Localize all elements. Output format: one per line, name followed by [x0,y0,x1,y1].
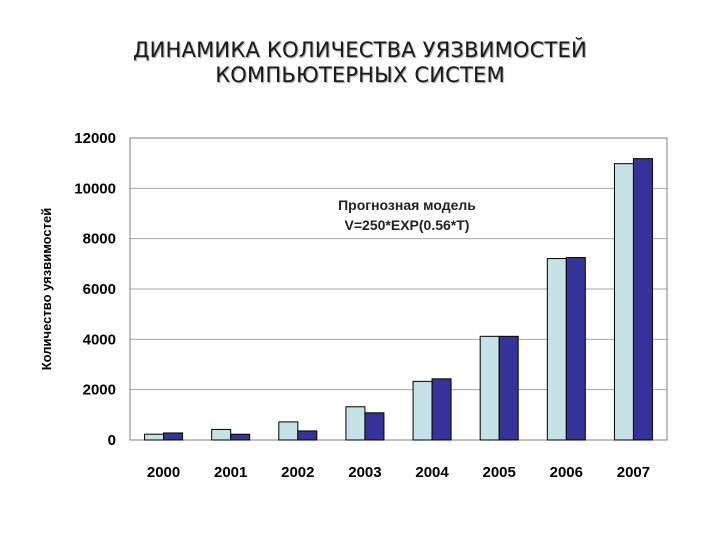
bar-series-1-2004 [412,380,433,441]
x-tick-label: 2003 [348,464,381,481]
bars [144,158,653,441]
x-tick-label: 2000 [147,464,180,481]
bar-series-2-2002 [297,430,318,441]
chart-title-line-2: КОМПЬЮТЕРНЫХ СИСТЕМ [215,63,505,87]
y-axis-ticks: 0 2000 4000 6000 8000 10000 12000 [74,130,116,449]
annotation-line-1: Прогнозная модель [338,197,476,213]
bar-series-2-2007 [632,158,653,441]
y-axis-label: Количество уязвимостей [39,208,54,371]
y-tick-label: 0 [108,432,116,449]
x-tick-label: 2004 [415,464,449,481]
x-axis-ticks: 2000 2001 2002 2003 2004 2005 2006 2007 [147,464,650,481]
bar-series-2-2001 [230,433,251,441]
y-tick-label: 6000 [83,281,116,298]
plot-area [129,137,668,441]
bar-series-2-2004 [431,378,452,441]
bar-series-2-2000 [163,432,184,441]
bar-series-1-2001 [211,428,232,441]
bar-series-1-2003 [345,406,366,441]
annotation-line-2: V=250*EXP(0.56*T) [345,217,470,233]
bar-series-1-2006 [546,258,567,441]
x-tick-label: 2006 [550,464,583,481]
bar-series-2-2003 [364,412,385,441]
y-tick-label: 10000 [74,180,116,197]
bar-series-2-2005 [498,335,519,441]
bar-series-1-2007 [613,163,634,441]
chart-title-line-1: ДИНАМИКА КОЛИЧЕСТВА УЯЗВИМОСТЕЙ [133,38,587,62]
y-tick-label: 4000 [83,331,116,348]
bar-series-1-2002 [278,421,299,441]
y-tick-label: 8000 [83,231,116,248]
chart-title: ДИНАМИКА КОЛИЧЕСТВА УЯЗВИМОСТЕЙ КОМПЬЮТЕ… [0,38,720,88]
bar-series-1-2005 [479,335,500,441]
y-tick-label: 12000 [74,130,116,147]
x-tick-label: 2007 [617,464,650,481]
x-tick-label: 2005 [483,464,516,481]
y-tick-label: 2000 [83,382,116,399]
x-tick-label: 2002 [281,464,314,481]
x-tick-label: 2001 [214,464,247,481]
bar-series-1-2000 [144,433,165,441]
bar-series-2-2006 [565,257,586,441]
